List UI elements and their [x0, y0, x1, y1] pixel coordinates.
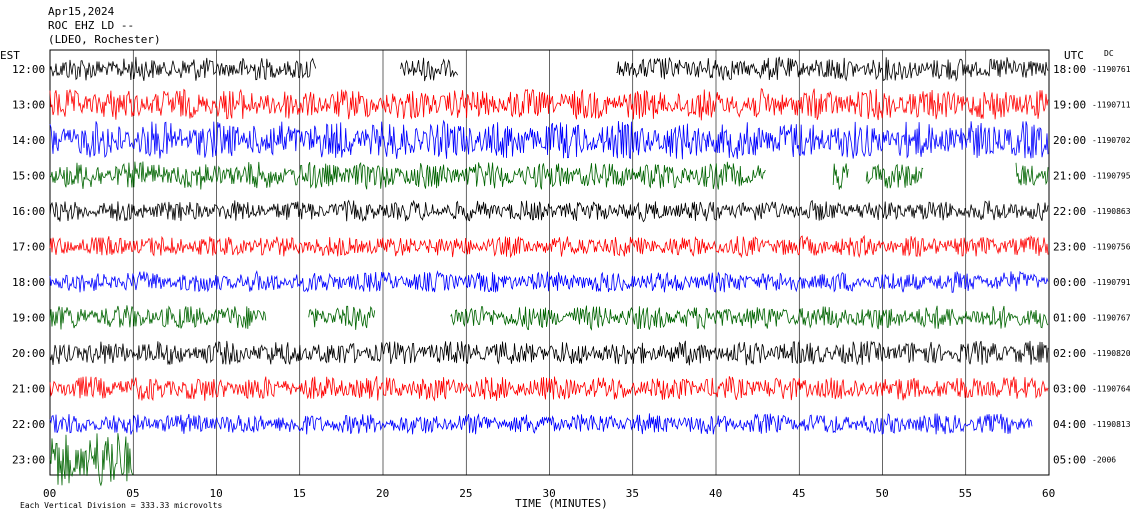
- dc-offset-label: -1190767: [1092, 314, 1130, 323]
- est-hour-label: 20:00: [12, 347, 45, 360]
- dc-offset-label: -1190863: [1092, 207, 1130, 216]
- trace-row: [49, 270, 1049, 293]
- trace-row: [49, 433, 134, 487]
- x-tick-label: 50: [876, 487, 889, 500]
- utc-hour-label: 21:00: [1053, 170, 1086, 183]
- x-tick-label: 20: [376, 487, 389, 500]
- trace-row: [49, 119, 1049, 160]
- dc-label: DC: [1104, 49, 1114, 58]
- est-hour-label: 18:00: [12, 276, 45, 289]
- dc-offset-label: -1190820: [1092, 349, 1130, 358]
- utc-hour-label: 22:00: [1053, 205, 1086, 218]
- x-tick-label: 55: [959, 487, 972, 500]
- utc-hour-label: 20:00: [1053, 134, 1086, 147]
- utc-hour-label: 00:00: [1053, 276, 1086, 289]
- est-hour-label: 17:00: [12, 241, 45, 254]
- utc-hour-label: 05:00: [1053, 454, 1086, 467]
- header-network: (LDEO, Rochester): [48, 33, 161, 46]
- dc-offset-label: -2006: [1092, 456, 1116, 465]
- dc-offset-label: -1190761: [1092, 65, 1130, 74]
- dc-offset-label: -1190756: [1092, 243, 1130, 252]
- trace-row: [49, 56, 1049, 82]
- chart-grid: [49, 49, 1050, 476]
- trace-row: [49, 413, 1033, 435]
- utc-hour-label: 02:00: [1053, 347, 1086, 360]
- utc-hour-label: 18:00: [1053, 63, 1086, 76]
- trace-row: [49, 376, 1049, 402]
- est-hour-label: 19:00: [12, 312, 45, 325]
- est-hour-label: 16:00: [12, 205, 45, 218]
- x-tick-label: 60: [1042, 487, 1055, 500]
- x-tick-label: 45: [792, 487, 805, 500]
- utc-hour-label: 04:00: [1053, 418, 1086, 431]
- trace-row: [49, 234, 1049, 259]
- dc-offset-label: -1190791: [1092, 278, 1130, 287]
- est-hour-label: 13:00: [12, 99, 45, 112]
- dc-offset-label: -1190813: [1092, 420, 1130, 429]
- x-tick-label: 00: [43, 487, 56, 500]
- est-hour-label: 23:00: [12, 454, 45, 467]
- trace-row: [49, 199, 1049, 223]
- header-station: ROC EHZ LD --: [48, 19, 135, 32]
- x-tick-label: 25: [459, 487, 472, 500]
- trace-row: [49, 305, 1049, 331]
- x-axis-title: TIME (MINUTES): [515, 497, 608, 510]
- est-hour-label: 22:00: [12, 418, 45, 431]
- est-hour-label: 15:00: [12, 170, 45, 183]
- est-hour-label: 21:00: [12, 383, 45, 396]
- trace-row: [49, 339, 1049, 366]
- dc-offset-label: -1190711: [1092, 101, 1130, 110]
- utc-hour-label: 01:00: [1053, 312, 1086, 325]
- utc-axis-label: UTC: [1064, 49, 1084, 62]
- dc-offset-label: -1190702: [1092, 136, 1130, 145]
- est-hour-label: 12:00: [12, 63, 45, 76]
- header-date: Apr15,2024: [48, 5, 115, 18]
- est-hour-label: 14:00: [12, 134, 45, 147]
- x-tick-label: 40: [709, 487, 722, 500]
- utc-hour-label: 23:00: [1053, 241, 1086, 254]
- trace-row: [49, 88, 1049, 121]
- seismic-traces: [49, 56, 1049, 487]
- scale-note: Each Vertical Division = 333.33 microvol…: [20, 501, 222, 510]
- trace-row: [49, 161, 1049, 190]
- est-axis-label: EST: [0, 49, 20, 62]
- utc-hour-label: 03:00: [1053, 383, 1086, 396]
- x-tick-label: 30: [543, 487, 556, 500]
- dc-offset-label: -1190795: [1092, 172, 1130, 181]
- dc-offset-label: -1190764: [1092, 385, 1130, 394]
- x-tick-label: 10: [210, 487, 223, 500]
- x-tick-label: 35: [626, 487, 639, 500]
- x-tick-label: 05: [126, 487, 139, 500]
- chart-labels: 00 05 10 15 20 25 30 35 40 45 50 55 60 12:00 18:00 -119…: [12, 63, 1130, 500]
- x-tick-label: 15: [293, 487, 306, 500]
- utc-hour-label: 19:00: [1053, 99, 1086, 112]
